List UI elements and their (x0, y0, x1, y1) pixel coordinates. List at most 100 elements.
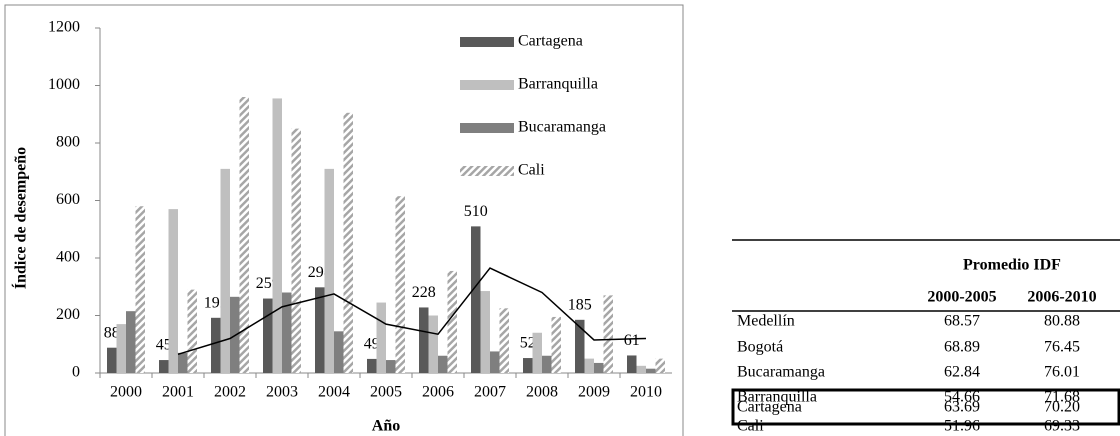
x-tick-label: 2005 (370, 384, 402, 401)
x-tick-label: 2004 (318, 384, 350, 401)
bar (646, 368, 656, 373)
bar (636, 365, 646, 373)
bar (490, 351, 500, 373)
bar (471, 226, 481, 373)
bar (239, 97, 249, 373)
data-label: 45 (156, 337, 172, 354)
bar (532, 332, 542, 373)
bar (187, 289, 197, 373)
data-label: 52 (520, 335, 536, 352)
bar (447, 270, 457, 373)
cell: 54.66 (944, 389, 980, 406)
cell: 68.57 (944, 313, 980, 330)
data-label: 228 (412, 284, 436, 301)
bar (594, 362, 604, 373)
x-tick-label: 2009 (578, 384, 610, 401)
cell: 63.69 (944, 399, 980, 416)
legend-swatch (460, 37, 514, 47)
x-tick-label: 2006 (422, 384, 454, 401)
bar (126, 311, 136, 373)
cell: 68.89 (944, 339, 980, 356)
x-tick-label: 2007 (474, 384, 506, 401)
bar (334, 331, 344, 373)
bar (603, 295, 613, 373)
bar (395, 196, 405, 373)
row-label: Medellín (737, 313, 795, 330)
bar (343, 112, 353, 373)
highlight-box (731, 388, 1120, 426)
bar (220, 168, 230, 373)
row-label: Bucaramanga (737, 364, 825, 381)
bar (551, 316, 561, 373)
bar (584, 358, 594, 373)
y-tick-label: 1000 (48, 76, 80, 93)
bar (135, 206, 145, 373)
bar (116, 324, 126, 373)
bar (428, 315, 438, 373)
bar (438, 355, 448, 373)
legend-label: Bucaramanga (518, 119, 606, 136)
bar (168, 209, 178, 373)
bar (291, 128, 301, 373)
bar (655, 358, 665, 373)
y-tick-label: 400 (56, 249, 80, 266)
x-axis-title: Año (372, 418, 400, 435)
cell: 62.84 (944, 364, 980, 381)
bar (376, 302, 386, 373)
cell: 69.33 (1044, 418, 1080, 435)
data-label: 61 (624, 332, 640, 349)
bar (419, 307, 429, 373)
data-label: 185 (568, 296, 592, 313)
bar (386, 360, 396, 373)
chart-frame (4, 4, 684, 436)
y-tick-label: 200 (56, 306, 80, 323)
bar (542, 355, 552, 373)
x-tick-label: 2003 (266, 384, 298, 401)
y-tick-label: 800 (56, 134, 80, 151)
row-label: Cali (737, 418, 764, 435)
legend-label: Cartagena (518, 33, 583, 50)
trend-line (177, 267, 647, 356)
bar (272, 98, 282, 373)
legend-swatch (460, 80, 514, 90)
y-tick-label: 0 (72, 364, 80, 381)
row-label: Barranquilla (737, 389, 817, 406)
data-label: 88 (104, 324, 120, 341)
y-tick-label: 1200 (48, 19, 80, 36)
legend-label: Cali (518, 162, 545, 179)
cell: 76.45 (1044, 339, 1080, 356)
bar (523, 358, 533, 373)
bar (159, 360, 169, 373)
bar (315, 287, 325, 373)
legend-swatch (460, 166, 514, 176)
cell: 70.20 (1044, 399, 1080, 416)
table-header: Promedio IDF (963, 257, 1061, 274)
bar (324, 168, 334, 373)
x-tick-label: 2001 (162, 384, 194, 401)
cell: 71.68 (1044, 389, 1080, 406)
legend-label: Barranquilla (518, 76, 598, 93)
cell: 51.96 (944, 418, 980, 435)
data-label: 49 (364, 336, 380, 353)
y-tick-label: 600 (56, 191, 80, 208)
y-axis-title: Índice de desempeño (11, 147, 30, 289)
row-label: Cartagena (737, 399, 802, 416)
x-tick-label: 2000 (110, 384, 142, 401)
cell: 76.01 (1044, 364, 1080, 381)
cell: 80.88 (1044, 313, 1080, 330)
bar (480, 291, 490, 373)
bar (178, 352, 188, 373)
x-tick-label: 2010 (630, 384, 662, 401)
bar (627, 355, 637, 373)
table: Promedio IDF 2000-2005 2006-2010 Medellín 68… (731, 239, 1120, 435)
legend-swatch (460, 123, 514, 133)
bar (107, 347, 117, 373)
bar (211, 317, 221, 373)
data-label: 510 (464, 203, 488, 220)
row-label: Bogotá (737, 339, 783, 356)
bar (263, 298, 273, 373)
bar (499, 308, 509, 373)
x-tick-label: 2002 (214, 384, 246, 401)
x-tick-label: 2008 (526, 384, 558, 401)
